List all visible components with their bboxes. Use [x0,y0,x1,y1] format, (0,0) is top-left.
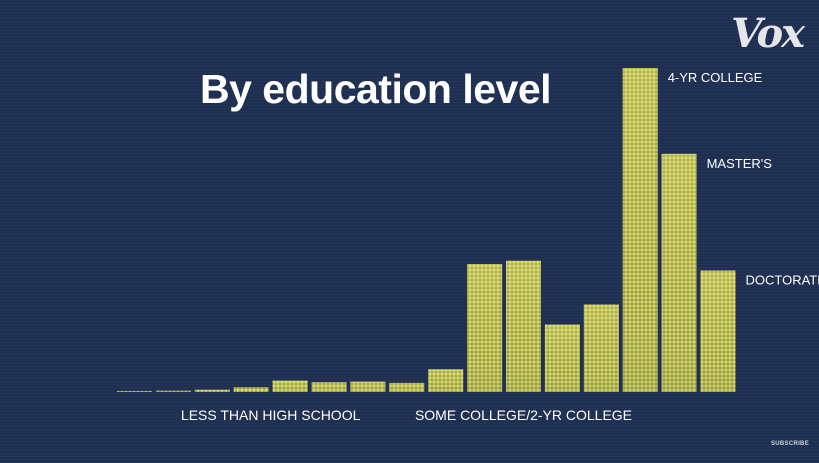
bar-group [117,68,736,392]
bar-shade-7 [389,382,425,392]
bar-shade-11 [544,324,580,392]
bar-label-0: 4-YR COLLEGE [668,70,763,85]
bar-0 [117,391,152,392]
bar-shade-15 [700,270,736,392]
bar-shade-9 [467,264,503,392]
bar-label-2: DOCTORATE [746,273,819,288]
chart-title: By education level [200,66,552,112]
bar-shade-8 [428,369,464,392]
bar-shade-13 [622,68,658,392]
bar-label-1: MASTER'S [707,156,773,171]
bar-shade-4 [272,380,308,392]
bar-1 [155,390,191,392]
bar-shade-5 [311,382,347,392]
bar-2 [194,389,230,392]
vox-logo: Vox [731,10,805,57]
subscribe-link[interactable]: SUBSCRIBE [770,441,809,447]
label-group: 4-YR COLLEGE MASTER'S DOCTORATE LESS THAN H… [181,70,819,423]
group-label-0: LESS THAN HIGH SCHOOL [181,407,361,423]
bar-3 [233,387,269,392]
bar-shade-6 [350,381,386,392]
bar-shade-12 [583,304,619,392]
group-label-1: SOME COLLEGE/2-YR COLLEGE [415,407,632,423]
bar-shade-10 [506,260,541,392]
bar-shade-14 [661,153,697,392]
